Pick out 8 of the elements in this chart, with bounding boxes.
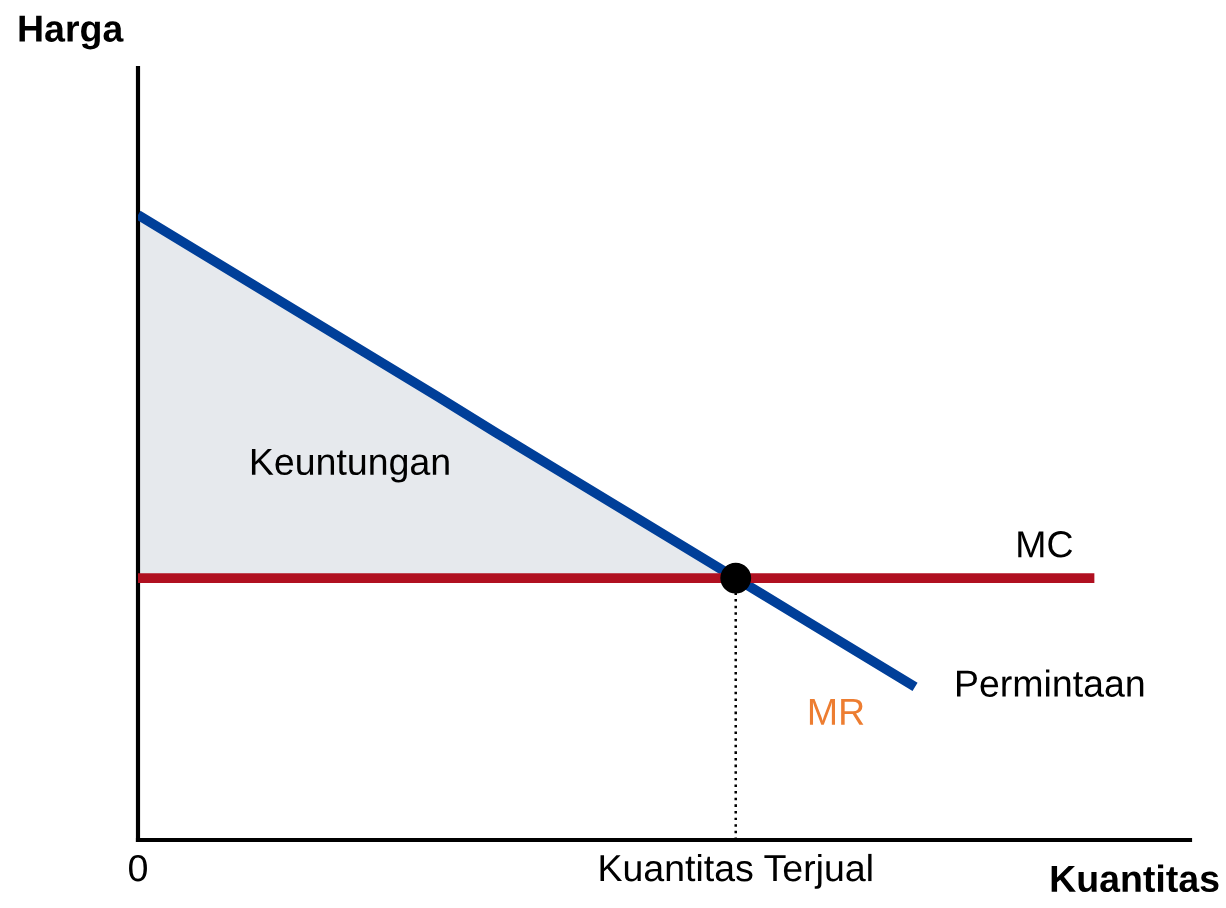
x-axis-title: Kuantitas — [1051, 864, 1219, 893]
series-label: Permintaan — [957, 669, 1144, 697]
annotation: MR — [809, 698, 864, 725]
x-tick-label: 0 — [129, 854, 147, 882]
series-label: MC — [1018, 531, 1073, 558]
y-axis-title: Harga — [19, 15, 124, 50]
x-tick-label: Kuantitas Terjual — [600, 853, 872, 889]
annotation: Keuntungan — [251, 448, 449, 483]
